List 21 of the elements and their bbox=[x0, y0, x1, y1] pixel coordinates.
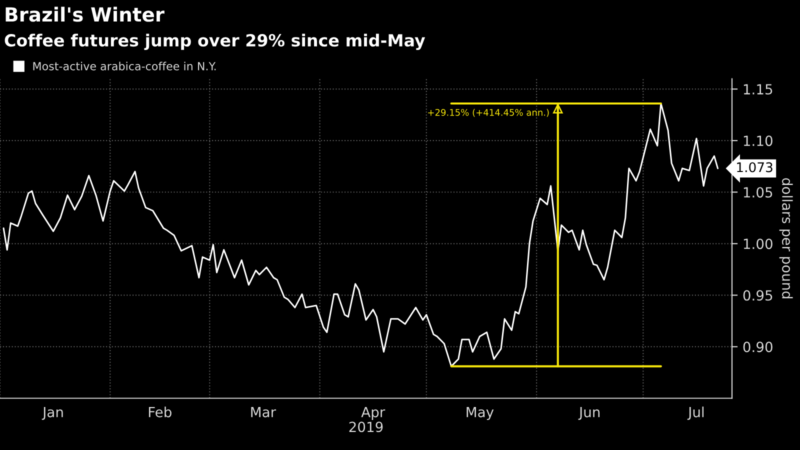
chart-title: Brazil's Winter bbox=[6, 6, 164, 22]
legend-label: Most-active arabica-coffee in N.Y. bbox=[33, 62, 216, 70]
x-tick-label: Jul bbox=[687, 406, 704, 420]
y-tick-label: 1.10 bbox=[744, 136, 772, 146]
y-axis-title: dollars per pound bbox=[779, 178, 793, 298]
y-tick-label: 1.15 bbox=[744, 84, 772, 95]
x-tick-label: Feb bbox=[148, 406, 172, 418]
x-axis-title: 2019 bbox=[349, 422, 383, 432]
annotation: 1.073 bbox=[737, 162, 772, 172]
line-series bbox=[2, 102, 719, 368]
y-tick-label: 1.00 bbox=[744, 238, 772, 250]
x-tick-label: Jan bbox=[42, 407, 63, 420]
x-tick-label: Jun bbox=[578, 407, 600, 420]
y-tick-label: 0.95 bbox=[743, 290, 772, 301]
x-tick-label: Mar bbox=[251, 407, 276, 418]
y-tick-label: 1.05 bbox=[744, 187, 772, 198]
chart-subtitle: Coffee futures jump over 29% since mid-May bbox=[4, 34, 426, 50]
x-tick-label: Apr bbox=[361, 407, 386, 420]
x-tick-label: May bbox=[466, 407, 494, 420]
annotation: +29.15% (+414.45% ann.) bbox=[428, 108, 549, 117]
y-tick-label: 0.90 bbox=[743, 342, 772, 352]
